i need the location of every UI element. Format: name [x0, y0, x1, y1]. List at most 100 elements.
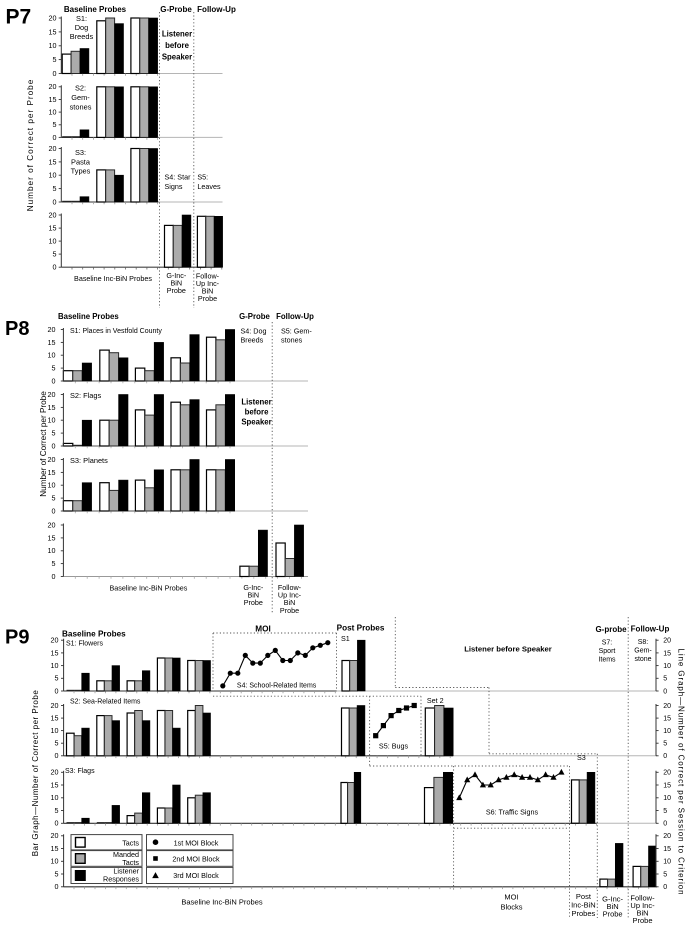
svg-text:0: 0 [53, 263, 57, 272]
svg-text:MOI: MOI [504, 893, 518, 902]
svg-text:S5:: S5: [197, 173, 208, 182]
svg-text:Blocks: Blocks [500, 903, 522, 912]
svg-text:20: 20 [51, 701, 59, 710]
svg-text:20: 20 [48, 325, 56, 334]
svg-text:0: 0 [663, 753, 667, 760]
svg-text:S4: Star: S4: Star [165, 173, 192, 182]
svg-text:Set 2: Set 2 [427, 696, 444, 705]
svg-text:20: 20 [49, 144, 57, 153]
svg-text:0: 0 [52, 376, 56, 385]
svg-text:Tacts: Tacts [122, 838, 139, 847]
svg-text:5: 5 [53, 55, 57, 64]
svg-text:P8: P8 [5, 318, 29, 340]
svg-text:Speaker: Speaker [162, 53, 192, 62]
svg-text:S3: S3 [577, 753, 586, 762]
svg-text:0: 0 [55, 819, 59, 828]
svg-text:Baseline Probes: Baseline Probes [64, 5, 127, 14]
svg-text:10: 10 [663, 859, 671, 866]
svg-text:Listener: Listener [241, 398, 271, 407]
svg-text:stones: stones [70, 103, 92, 112]
svg-text:10: 10 [51, 661, 59, 670]
svg-text:20: 20 [663, 833, 671, 840]
svg-text:P9: P9 [5, 627, 29, 649]
svg-text:0: 0 [53, 197, 57, 206]
svg-text:20: 20 [51, 768, 59, 777]
svg-text:Number of Correct per Probe: Number of Correct per Probe [39, 391, 48, 497]
svg-text:10: 10 [49, 108, 57, 117]
svg-text:P7: P7 [6, 6, 32, 29]
svg-text:10: 10 [51, 857, 59, 866]
svg-text:15: 15 [663, 782, 671, 789]
svg-text:10: 10 [48, 481, 56, 490]
svg-text:5: 5 [53, 120, 57, 129]
svg-text:S3: Planets: S3: Planets [70, 456, 108, 465]
svg-text:Number of Correct per Probe: Number of Correct per Probe [26, 79, 35, 212]
svg-text:0: 0 [663, 884, 667, 891]
svg-text:0: 0 [52, 441, 56, 450]
svg-text:before: before [165, 41, 189, 50]
svg-text:G-Probe: G-Probe [239, 312, 270, 321]
svg-text:0: 0 [55, 751, 59, 760]
svg-text:15: 15 [51, 648, 59, 657]
svg-text:S2:: S2: [75, 84, 86, 93]
svg-text:0: 0 [55, 882, 59, 891]
svg-text:Probe: Probe [244, 598, 263, 607]
svg-text:Signs: Signs [165, 182, 183, 191]
svg-text:5: 5 [663, 676, 667, 683]
svg-text:5: 5 [55, 739, 59, 748]
svg-text:5: 5 [52, 494, 56, 503]
svg-text:Responses: Responses [103, 875, 139, 884]
svg-text:S3: Flags: S3: Flags [65, 768, 95, 775]
svg-text:0: 0 [663, 688, 667, 695]
svg-text:15: 15 [48, 468, 56, 477]
svg-text:Listener before Speaker: Listener before Speaker [464, 645, 552, 654]
svg-text:S4: School-Related Items: S4: School-Related Items [237, 682, 317, 689]
svg-text:10: 10 [49, 41, 57, 50]
svg-text:Baseline Inc-BiN Probes: Baseline Inc-BiN Probes [74, 274, 152, 283]
svg-text:Probes: Probes [572, 909, 596, 918]
svg-text:0: 0 [663, 821, 667, 828]
svg-text:20: 20 [663, 703, 671, 710]
svg-text:Listener: Listener [162, 30, 192, 39]
svg-text:20: 20 [51, 636, 59, 645]
svg-text:Breeds: Breeds [70, 32, 94, 41]
svg-text:10: 10 [49, 237, 57, 246]
svg-text:Probe: Probe [280, 606, 299, 615]
svg-text:10: 10 [51, 726, 59, 735]
svg-text:15: 15 [663, 650, 671, 657]
svg-text:Types: Types [71, 167, 91, 176]
svg-text:15: 15 [51, 780, 59, 789]
svg-text:10: 10 [49, 171, 57, 180]
svg-text:Sport: Sport [599, 648, 616, 655]
svg-text:Post Probes: Post Probes [337, 624, 385, 633]
svg-text:MOI: MOI [255, 625, 270, 634]
svg-text:15: 15 [51, 844, 59, 853]
svg-text:S5: Bugs: S5: Bugs [379, 741, 409, 750]
svg-text:15: 15 [49, 95, 57, 104]
svg-text:Bar Graph—Number of Correct pe: Bar Graph—Number of Correct per Probe [31, 690, 40, 857]
svg-text:Baseline Inc-BiN Probes: Baseline Inc-BiN Probes [109, 584, 187, 593]
svg-text:0: 0 [52, 572, 56, 581]
svg-text:1st MOI Block: 1st MOI Block [174, 838, 219, 847]
svg-text:0: 0 [55, 686, 59, 695]
svg-text:15: 15 [49, 157, 57, 166]
svg-text:stone: stone [634, 656, 651, 663]
svg-text:5: 5 [53, 184, 57, 193]
svg-text:15: 15 [51, 714, 59, 723]
svg-text:10: 10 [48, 416, 56, 425]
svg-text:S1: Flowers: S1: Flowers [66, 641, 103, 648]
svg-text:20: 20 [49, 82, 57, 91]
svg-text:20: 20 [663, 770, 671, 777]
svg-text:Tacts: Tacts [122, 858, 139, 867]
svg-text:S6: Traffic Signs: S6: Traffic Signs [486, 808, 539, 817]
svg-text:10: 10 [48, 351, 56, 360]
svg-text:5: 5 [55, 806, 59, 815]
svg-text:0: 0 [52, 506, 56, 515]
svg-text:Gem-: Gem- [634, 648, 652, 655]
svg-text:5: 5 [55, 674, 59, 683]
svg-text:Baseline Probes: Baseline Probes [62, 630, 126, 639]
svg-text:20: 20 [48, 390, 56, 399]
svg-text:10: 10 [48, 546, 56, 555]
svg-text:G-probe: G-probe [595, 625, 627, 634]
svg-text:15: 15 [49, 224, 57, 233]
